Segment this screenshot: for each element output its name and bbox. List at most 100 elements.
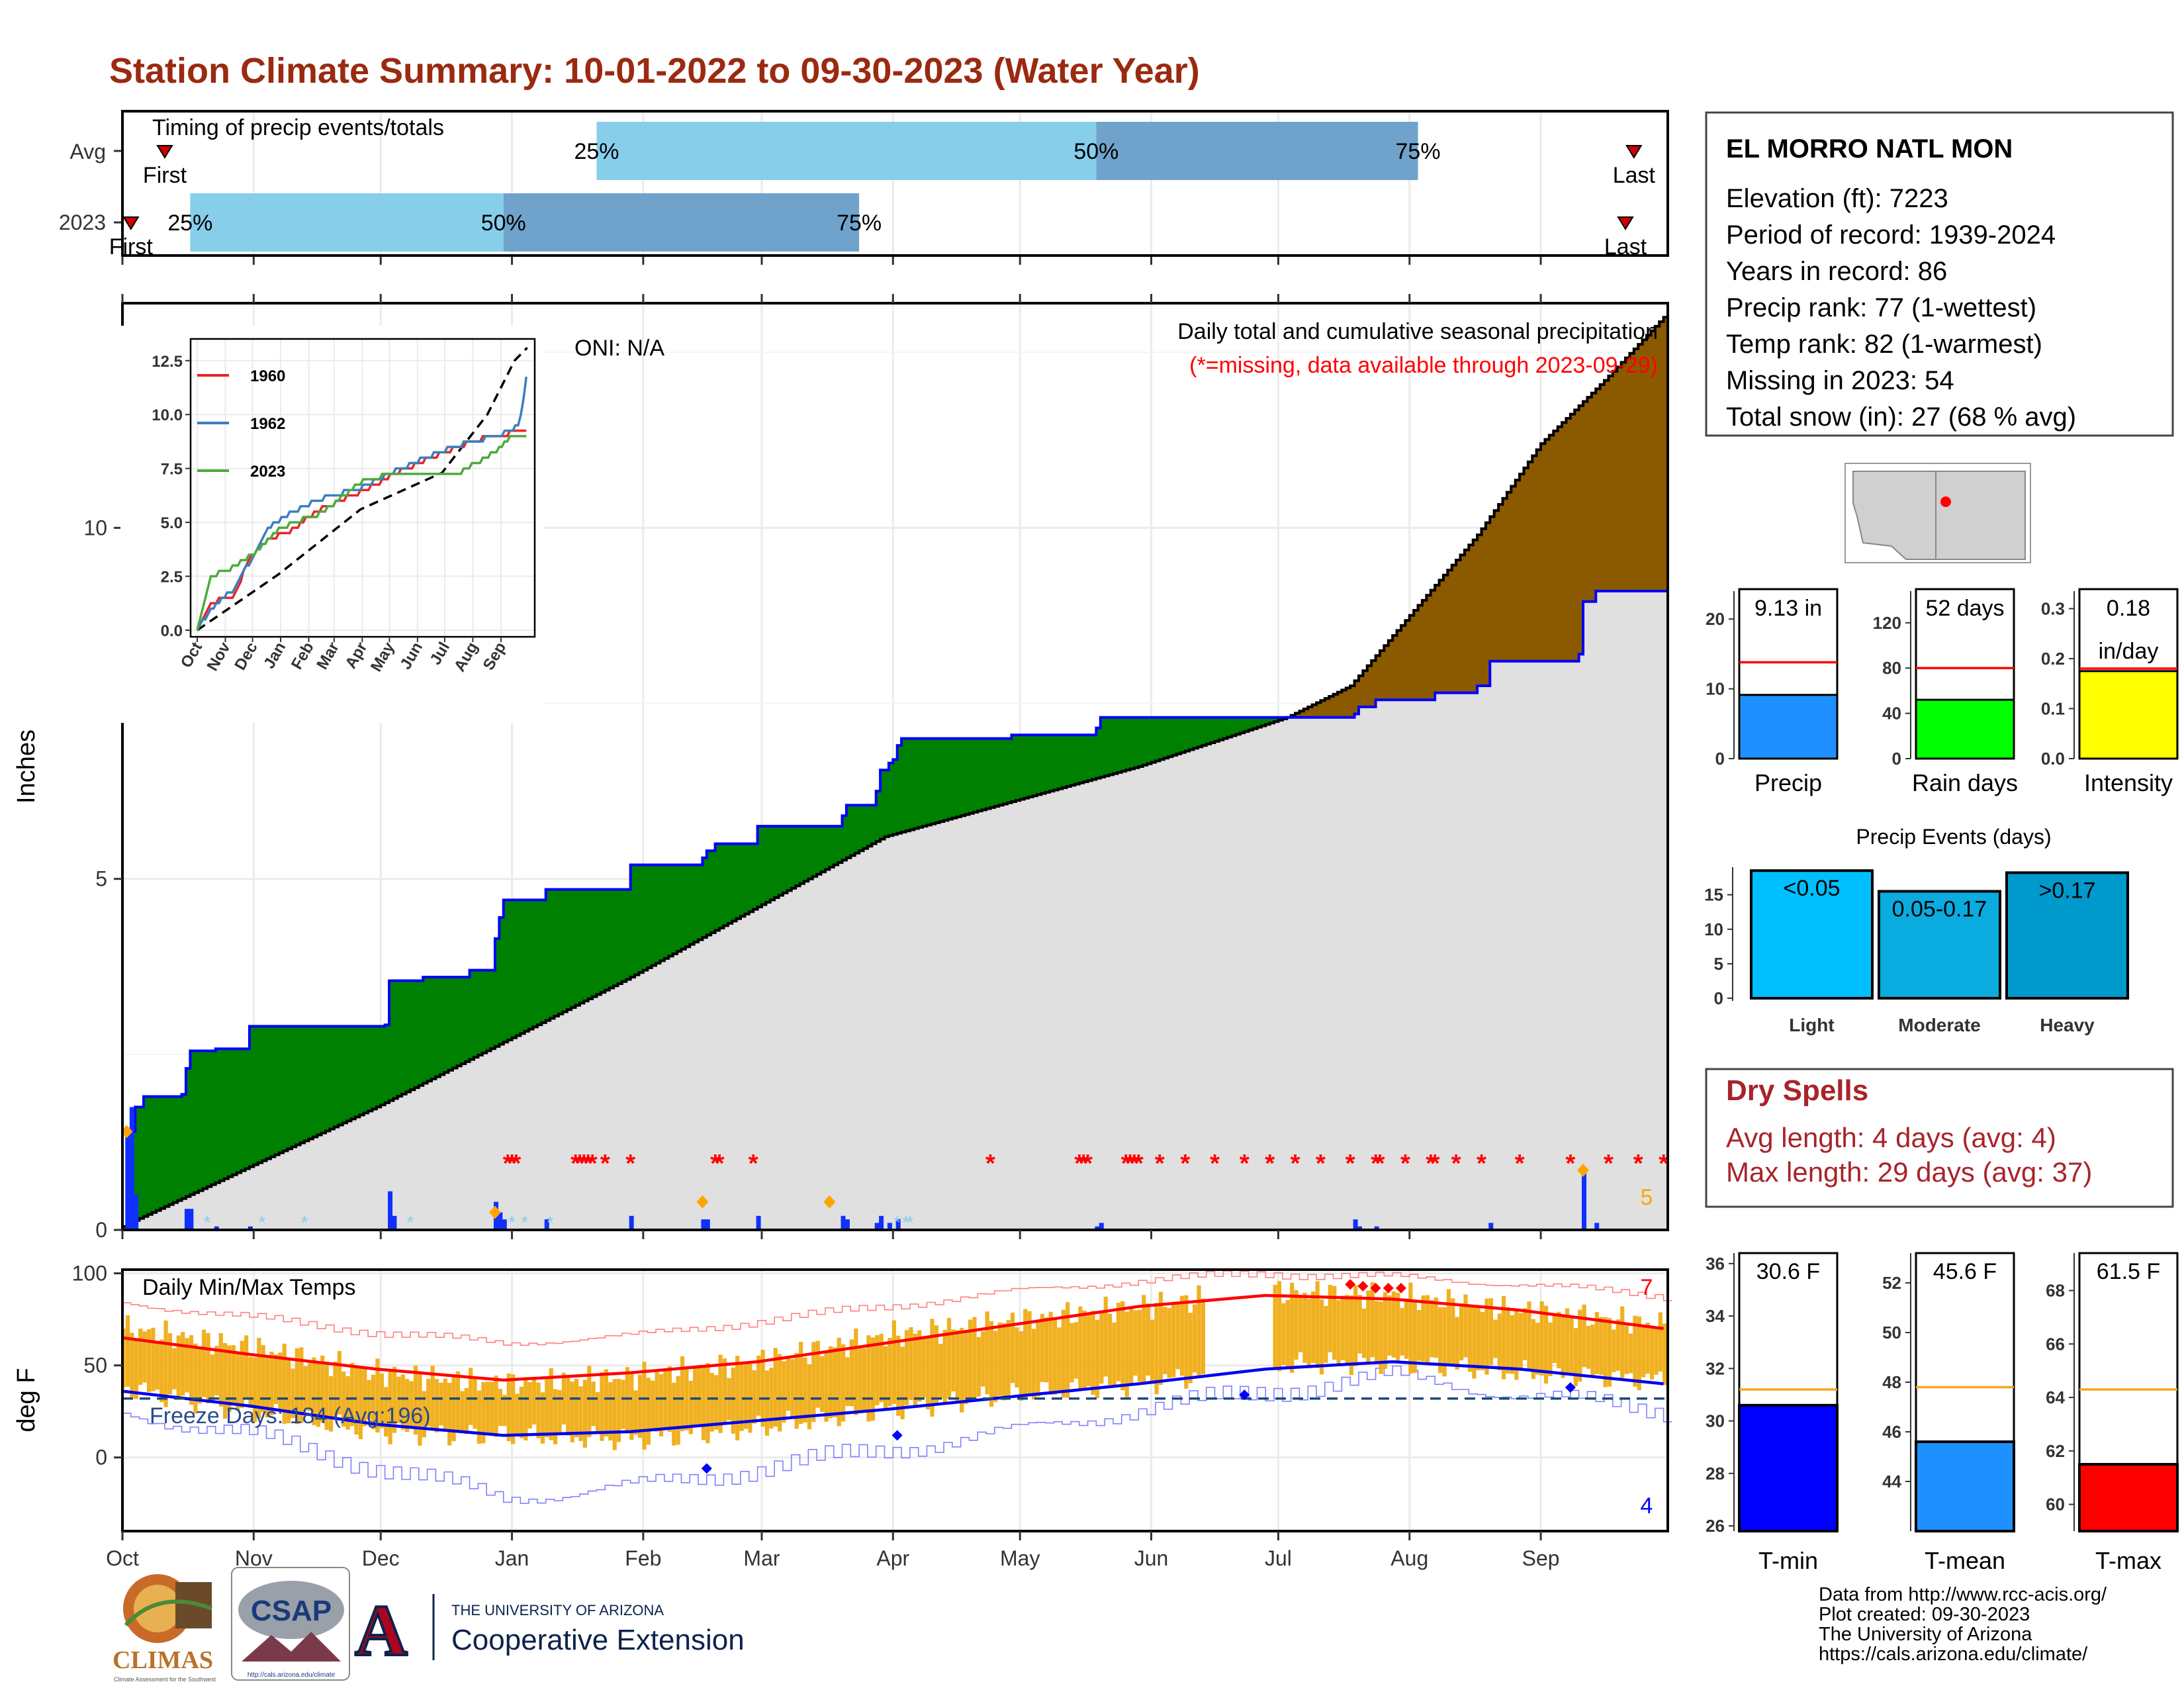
temp-bar-y-tick-label: 30 — [1706, 1411, 1725, 1431]
surplus-segment — [965, 738, 970, 815]
surplus-segment — [1176, 717, 1181, 754]
daily-temp-bar — [1565, 1308, 1570, 1375]
surplus-segment — [473, 970, 478, 1058]
surplus-segment — [761, 826, 766, 905]
daily-temp-bar — [709, 1373, 714, 1432]
daily-precip-bar — [134, 1194, 139, 1230]
surplus-segment — [1206, 717, 1211, 745]
deficit-segment — [1583, 401, 1588, 602]
ua-bottom-text: Cooperative Extension — [451, 1624, 745, 1656]
timing-bars — [122, 122, 1643, 252]
surplus-segment — [990, 738, 995, 808]
missing-marker: * — [1134, 1150, 1144, 1178]
surplus-segment — [766, 826, 771, 903]
surplus-segment — [723, 843, 729, 926]
daily-temp-bar — [616, 1379, 621, 1442]
surplus-segment — [931, 738, 936, 824]
daily-temp-bar — [1459, 1303, 1464, 1361]
daily-temp-bar — [930, 1319, 934, 1417]
missing-marker: * — [1371, 1150, 1381, 1178]
daily-precip-bar — [1353, 1219, 1358, 1230]
snow-marker: * — [203, 1212, 210, 1233]
missing-marker: * — [1565, 1150, 1575, 1178]
surplus-segment — [275, 1026, 280, 1155]
ua-top-text: THE UNIVERSITY OF ARIZONA — [451, 1602, 664, 1618]
surplus-segment — [584, 889, 589, 1002]
daily-temp-bar — [858, 1346, 862, 1413]
daily-temp-bar — [447, 1383, 452, 1446]
daily-temp-bar — [257, 1338, 261, 1419]
daily-temp-bar — [138, 1329, 143, 1385]
surplus-segment — [152, 1096, 157, 1213]
daily-temp-bar — [764, 1370, 770, 1436]
temp-bar-name-label: T-min — [1758, 1547, 1818, 1574]
surplus-segment — [283, 1026, 289, 1151]
daily-temp-bar — [426, 1379, 431, 1427]
surplus-segment — [1278, 717, 1283, 720]
deficit-segment — [1553, 431, 1559, 661]
deficit-segment — [1536, 449, 1541, 661]
daily-temp-bar — [752, 1370, 756, 1424]
daily-temp-bar — [1129, 1307, 1134, 1385]
daily-temp-bar — [485, 1382, 490, 1434]
surplus-segment — [1193, 717, 1199, 749]
timing-q25-label: 25% — [167, 211, 212, 236]
daily-temp-bar — [1370, 1282, 1375, 1358]
surplus-segment — [905, 738, 911, 831]
daily-temp-bar — [1281, 1303, 1286, 1366]
missing-marker: * — [1180, 1150, 1190, 1178]
summary-bar-charts: 0 10 20 9.13 in Precip 0 40 80 120 52 days Rain da… — [1706, 588, 2179, 796]
surplus-segment — [139, 1107, 144, 1219]
deficit-segment — [1655, 326, 1660, 591]
temp-bar-y-tick-label: 36 — [1706, 1254, 1725, 1274]
surplus-segment — [490, 970, 496, 1049]
station-info-line: Years in record: 86 — [1726, 257, 1947, 286]
daily-temp-bar — [396, 1376, 401, 1423]
daily-temp-bar — [197, 1348, 202, 1404]
first-event-marker — [156, 145, 173, 159]
small-bar-name-label: Intensity — [2084, 769, 2173, 796]
deficit-segment — [1642, 340, 1647, 591]
daily-temp-bar — [1340, 1295, 1345, 1360]
daily-temp-bar — [248, 1356, 253, 1409]
surplus-segment — [1244, 717, 1250, 731]
daily-temp-bar — [363, 1367, 367, 1427]
missing-marker: * — [985, 1150, 995, 1178]
daily-temp-bar — [1066, 1302, 1070, 1398]
surplus-segment — [715, 843, 720, 931]
daily-temp-bar — [693, 1368, 698, 1427]
small-bar-y-tick-label: 0.3 — [2041, 598, 2065, 618]
surplus-segment — [698, 865, 704, 940]
station-info-box: EL MORRO NATL MON Elevation (ft): 7223 Pe… — [1705, 111, 2174, 437]
events-y-tick-label: 10 — [1704, 919, 1723, 939]
surplus-segment — [711, 851, 716, 933]
temp-y-axis-title: deg F — [13, 1368, 40, 1432]
surplus-segment — [681, 865, 686, 949]
daily-temp-bar — [1188, 1313, 1193, 1383]
surplus-segment — [994, 738, 999, 807]
daily-temp-bar — [778, 1354, 782, 1432]
surplus-segment — [973, 738, 978, 812]
missing-marker: * — [1265, 1150, 1275, 1178]
missing-marker: * — [1083, 1150, 1093, 1178]
deficit-segment — [1299, 711, 1304, 718]
daily-temp-bar — [1641, 1325, 1646, 1378]
daily-temp-bar — [1391, 1291, 1396, 1358]
surplus-segment — [1236, 717, 1241, 735]
deficit-segment — [1587, 397, 1592, 602]
temp-bar-y-tick-label: 60 — [2046, 1495, 2065, 1515]
deficit-segment — [1502, 498, 1508, 661]
temp-x-tick-label: Oct — [106, 1546, 139, 1570]
surplus-segment — [432, 977, 436, 1079]
daily-temp-bar — [1311, 1291, 1316, 1364]
surplus-segment — [706, 851, 711, 935]
daily-temp-bar — [646, 1378, 651, 1445]
surplus-segment — [782, 826, 788, 893]
daily-temp-bar — [989, 1321, 994, 1407]
surplus-segment — [571, 889, 576, 1008]
daily-temp-bar — [1628, 1333, 1633, 1374]
surplus-segment — [647, 865, 653, 968]
daily-temp-bar — [884, 1346, 888, 1410]
daily-temp-bar — [434, 1379, 439, 1432]
surplus-segment — [529, 900, 534, 1029]
